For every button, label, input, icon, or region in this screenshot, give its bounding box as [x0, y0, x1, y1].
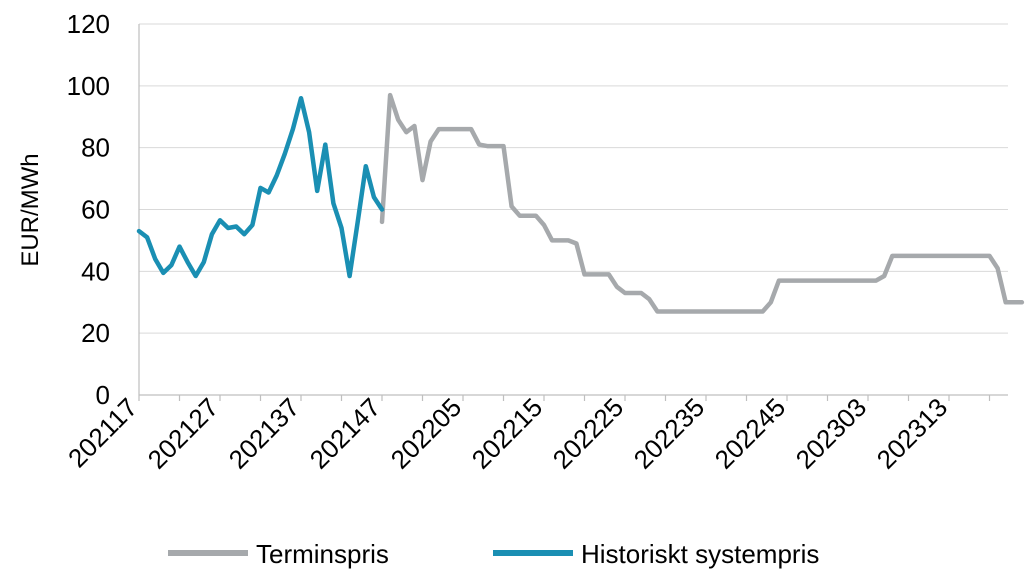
x-tick-label: 202225	[547, 392, 630, 475]
x-tick-label: 202245	[709, 392, 792, 475]
y-tick-label: 120	[67, 9, 110, 39]
y-tick-label: 80	[81, 133, 110, 163]
x-tick-label: 202205	[385, 392, 468, 475]
legend-label-historiskt-systempris: Historiskt systempris	[581, 539, 819, 569]
y-tick-label: 20	[81, 318, 110, 348]
x-tick-label: 202127	[142, 392, 225, 475]
legend: Terminspris Historiskt systempris	[168, 539, 819, 569]
y-tick-label: 40	[81, 256, 110, 286]
y-tick-label: 100	[67, 71, 110, 101]
series-lines	[136, 92, 1025, 314]
y-tick-label: 0	[96, 380, 110, 410]
y-tick-label: 60	[81, 195, 110, 225]
x-tick-label: 202137	[223, 392, 306, 475]
series-line-terminspris	[379, 92, 1025, 314]
legend-label-terminspris: Terminspris	[256, 539, 389, 569]
x-tick-label: 202313	[871, 392, 954, 475]
x-tick-label: 202215	[466, 392, 549, 475]
x-tick-label: 202147	[304, 392, 387, 475]
y-axis-title: EUR/MWh	[17, 153, 44, 266]
series-line-historiskt-systempris	[136, 95, 385, 279]
x-tick-label: 202303	[790, 392, 873, 475]
x-tick-label: 202235	[628, 392, 711, 475]
axes: 0204060801001202021172021272021372021472…	[62, 9, 1008, 475]
gridlines	[139, 23, 1008, 334]
